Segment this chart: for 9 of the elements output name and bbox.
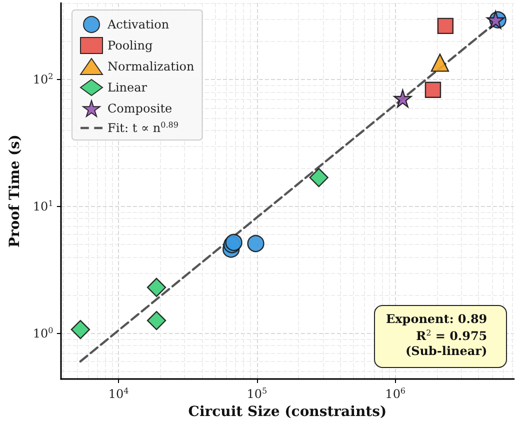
legend-label: Normalization	[108, 60, 195, 74]
legend-label: Linear	[108, 80, 148, 94]
x-axis-title: Circuit Size (constraints)	[188, 404, 387, 420]
y-axis-title: Proof Time (s)	[7, 134, 23, 248]
annotation: Exponent: 0.89	[386, 312, 488, 326]
annotation: (Sub-linear)	[405, 344, 488, 358]
legend-label: Activation	[106, 18, 170, 32]
legend-label: Composite	[108, 102, 172, 116]
legend-label: Pooling	[108, 38, 153, 52]
